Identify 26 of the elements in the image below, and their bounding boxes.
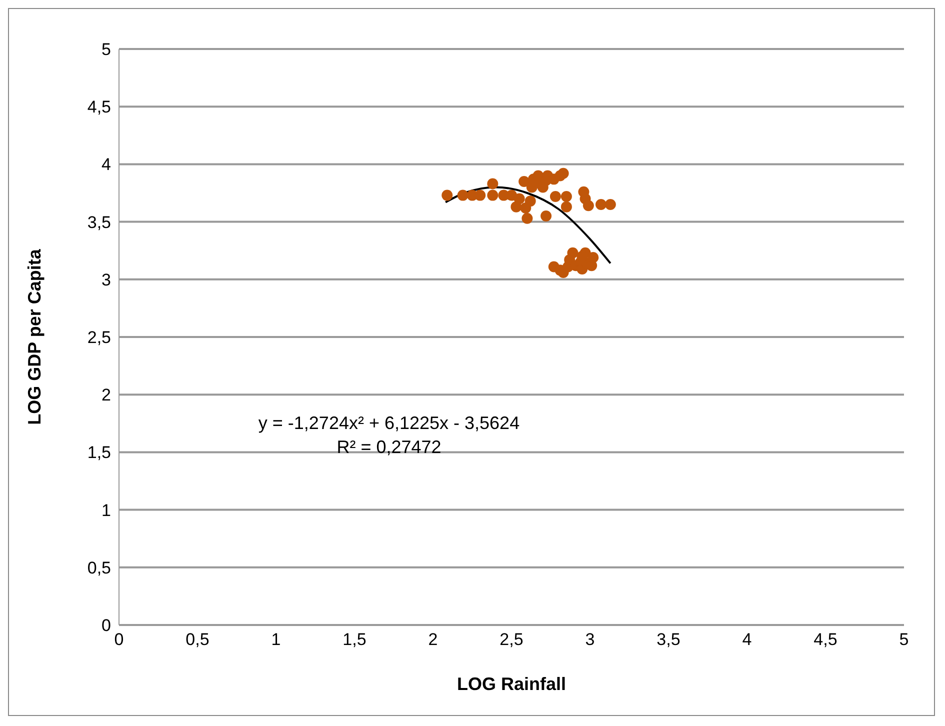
y-tick-label: 0: [102, 616, 111, 636]
y-tick-label: 2,5: [87, 328, 111, 348]
y-axis-title: LOG GDP per Capita: [24, 248, 44, 425]
y-tick-label: 5: [102, 40, 111, 60]
x-tick-label: 5: [899, 630, 909, 650]
y-tick-label: 4: [102, 155, 111, 174]
y-tick-label: 2: [102, 386, 111, 405]
x-tick-label: 4: [742, 630, 752, 650]
y-tick-label: 3: [102, 270, 111, 290]
x-axis-title: LOG Rainfall: [456, 674, 566, 694]
x-tick-label: 0,5: [186, 630, 210, 650]
y-tick-label: 1: [102, 500, 111, 520]
annotation: y = -1,2724x² + 6,1225x - 3,5624: [258, 413, 520, 433]
x-tick-label: 1,5: [342, 630, 366, 650]
y-tick-label: 1,5: [87, 443, 111, 462]
x-tick-label: 3,5: [656, 630, 680, 650]
x-tick-label: 2,5: [500, 630, 524, 650]
x-tick-label: 2: [428, 630, 438, 650]
annotation: R² = 0,27472: [336, 437, 442, 457]
x-tick-label: 1: [271, 630, 281, 650]
x-tick-label: 3: [585, 630, 595, 650]
x-tick-label: 0: [114, 630, 124, 650]
y-tick-label: 4,5: [87, 98, 111, 117]
y-tick-label: 0,5: [87, 558, 111, 578]
y-tick-label: 3,5: [87, 212, 111, 232]
x-tick-label: 4,5: [814, 630, 838, 650]
